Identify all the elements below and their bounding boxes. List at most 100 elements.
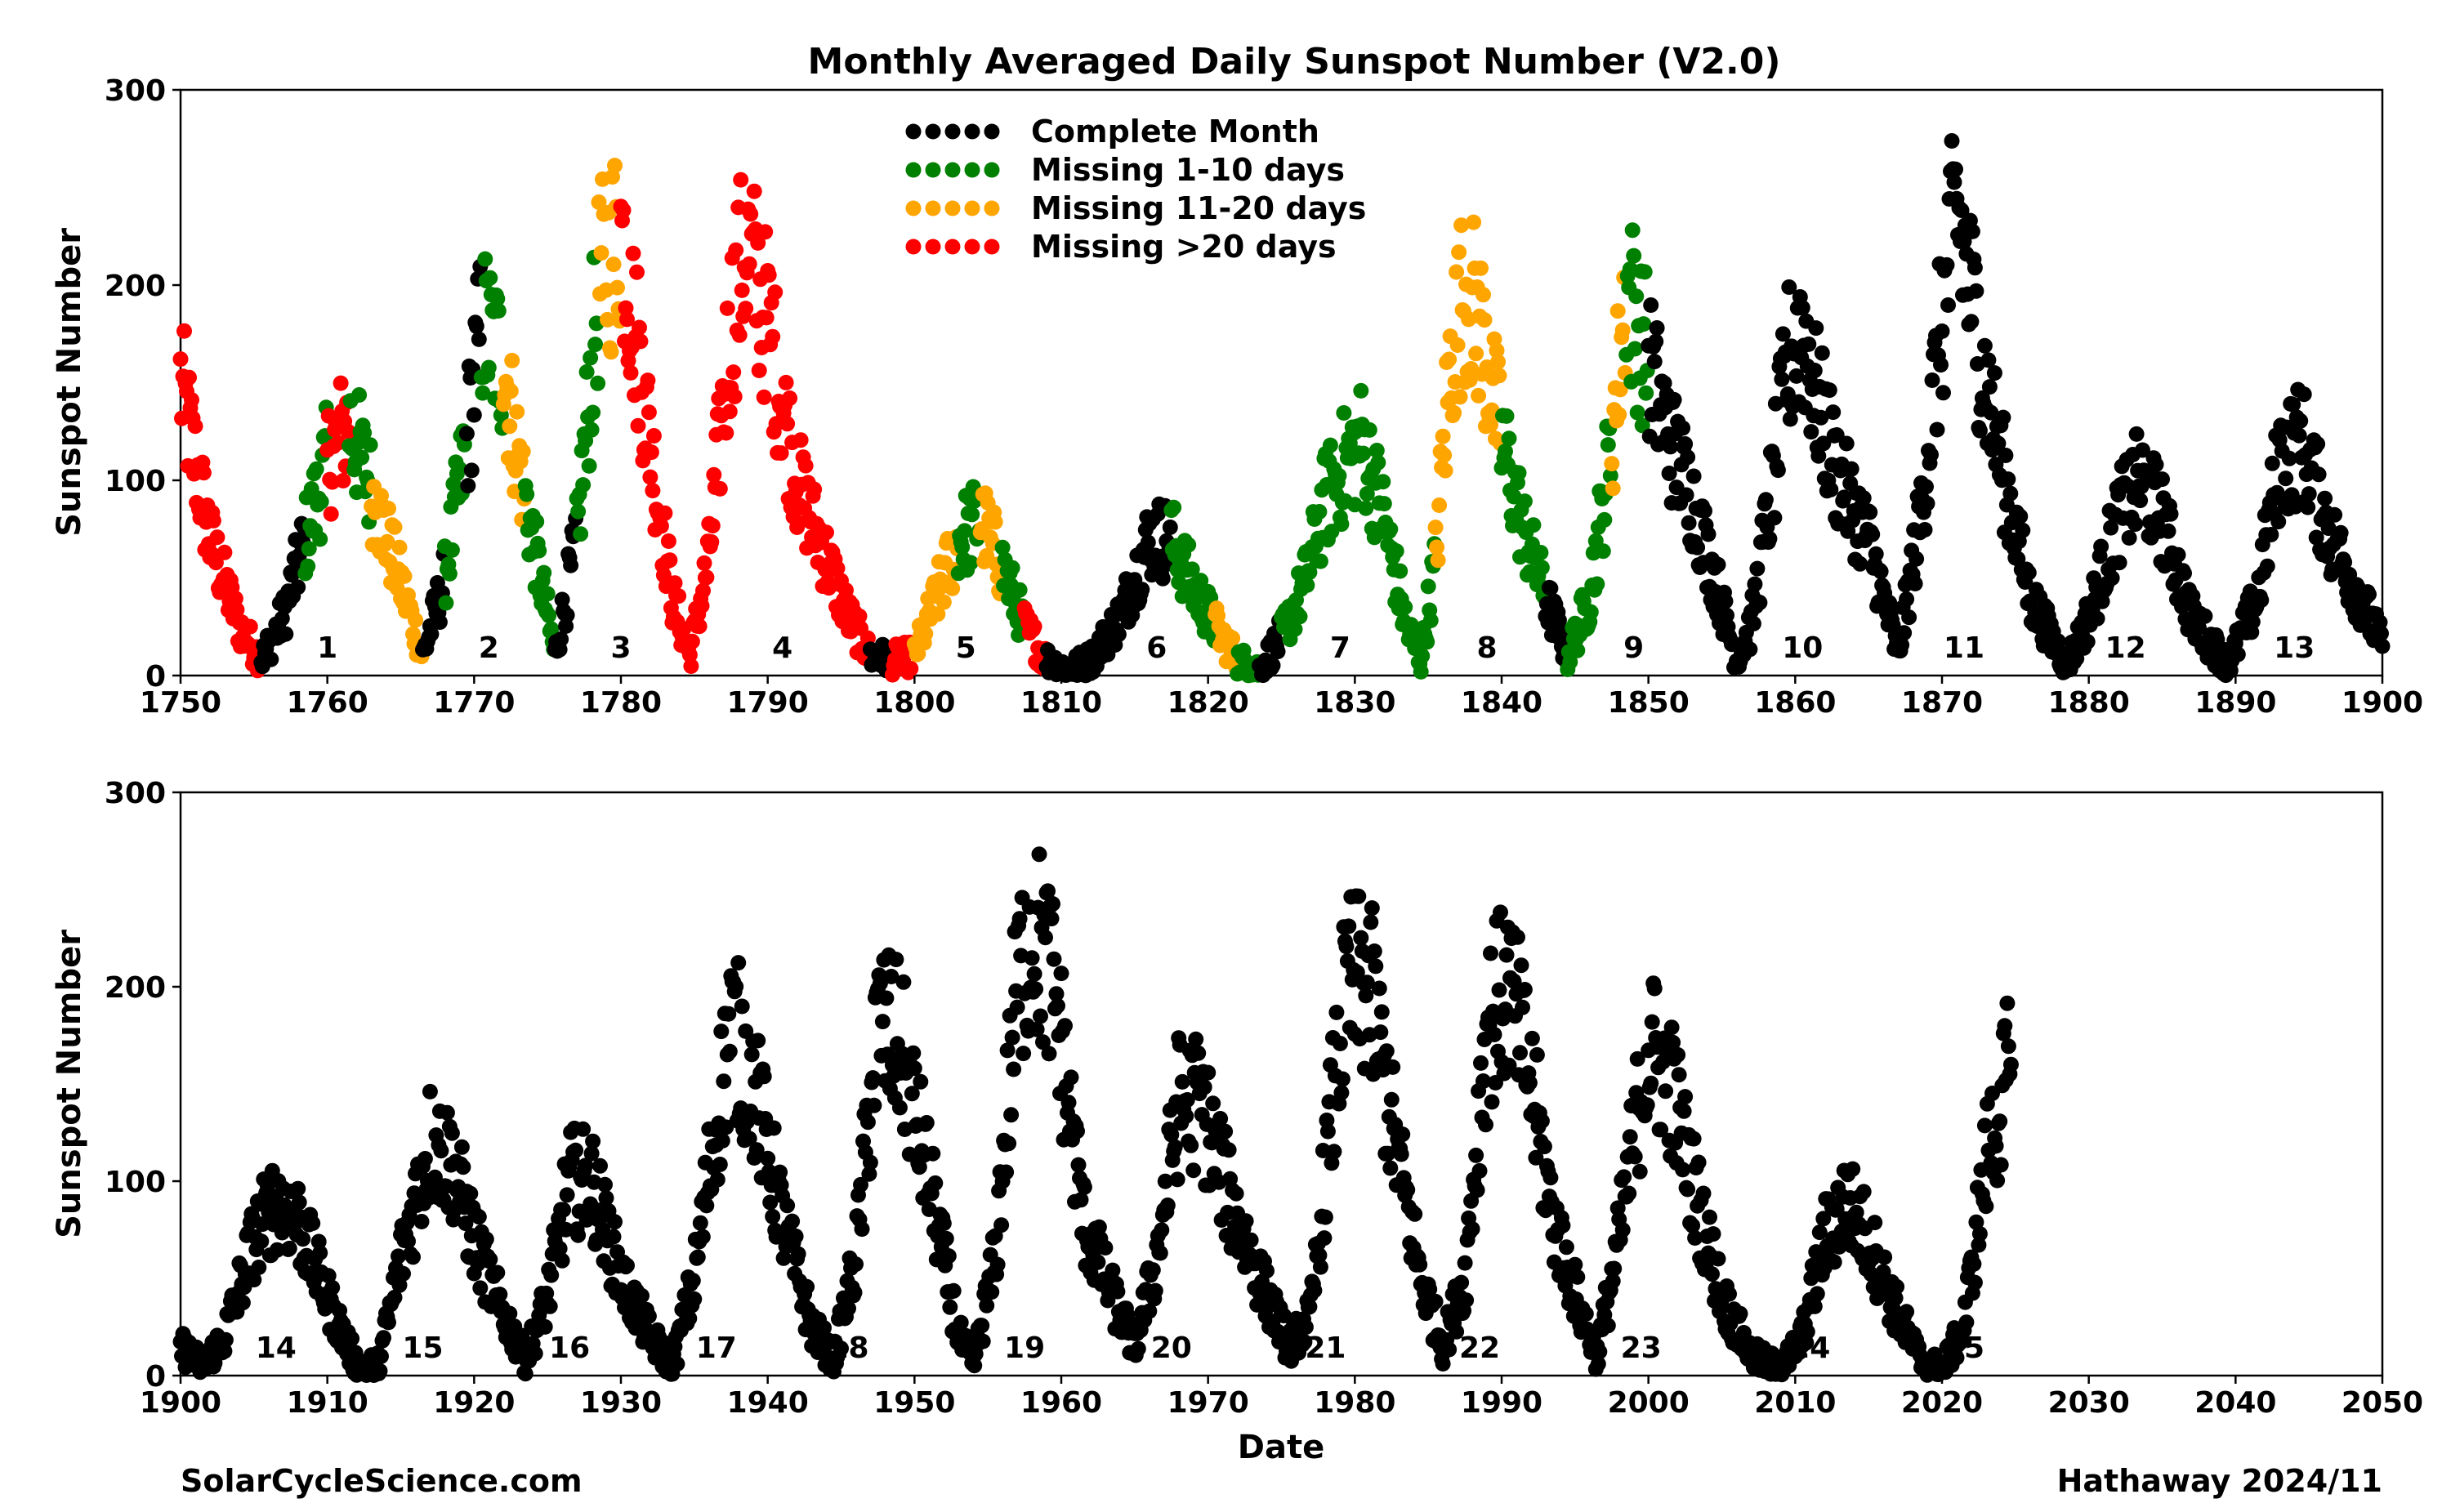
top-x-tick-label: 1800 (873, 686, 955, 720)
top-data-point (1813, 409, 1829, 426)
top-x-tick-label: 1780 (580, 686, 662, 720)
top-data-point (541, 607, 557, 623)
top-data-point (340, 423, 356, 439)
top-data-point (1901, 609, 1917, 626)
top-data-point (1998, 448, 2014, 463)
top-data-point (195, 465, 212, 481)
top-data-point (463, 462, 480, 479)
bottom-data-point (1512, 1045, 1528, 1061)
top-data-point (1476, 312, 1493, 328)
bottom-data-point (853, 1176, 868, 1193)
top-data-point (1757, 492, 1774, 508)
top-data-point (1990, 435, 2007, 452)
top-data-point (396, 568, 413, 584)
top-data-point (2127, 516, 2144, 533)
bottom-data-point (1997, 1018, 2013, 1034)
top-data-point (335, 473, 351, 488)
top-data-point (1638, 385, 1654, 401)
bottom-y-tick-label: 300 (105, 777, 166, 810)
top-data-point (1976, 337, 1993, 354)
top-data-point (1534, 560, 1550, 576)
bottom-data-point (816, 1320, 832, 1336)
top-cycle-label: 1 (317, 631, 337, 665)
top-data-point (1770, 462, 1786, 479)
bottom-data-point (765, 1208, 781, 1224)
top-data-point (1420, 578, 1436, 595)
top-cycle-label: 3 (610, 631, 631, 665)
top-data-point (1311, 504, 1328, 520)
legend-marker-missing-20-plus (905, 239, 922, 255)
top-data-point (1907, 576, 1923, 591)
top-data-point (1964, 223, 1980, 239)
top-data-point (1968, 283, 1984, 299)
top-data-point (684, 633, 700, 649)
top-data-point (468, 318, 484, 334)
bottom-data-point (1578, 1305, 1594, 1322)
bottom-x-tick-label: 2030 (2048, 1386, 2130, 1420)
bottom-data-point (1385, 1059, 1401, 1075)
bottom-data-point (1453, 1274, 1470, 1291)
bottom-data-point (743, 1046, 760, 1063)
bottom-data-point (712, 1157, 728, 1172)
top-data-point (1265, 658, 1281, 673)
bottom-data-point (1243, 1232, 1259, 1248)
bottom-data-point (269, 1242, 285, 1258)
top-data-point (2310, 466, 2327, 483)
top-data-point (657, 505, 673, 521)
top-data-point (1376, 496, 1392, 512)
top-data-point (1397, 599, 1413, 615)
bottom-data-point (1732, 1305, 1748, 1322)
legend-marker-missing-1-10 (964, 162, 980, 178)
top-data-point (903, 661, 919, 676)
top-data-point (356, 425, 373, 441)
bottom-data-point (874, 1014, 891, 1030)
top-cycle-label: 6 (1146, 631, 1167, 665)
top-x-tick-label: 1770 (433, 686, 515, 720)
top-y-tick-label: 0 (145, 660, 166, 694)
bottom-data-point (1178, 1108, 1194, 1124)
bottom-data-point (1643, 1075, 1659, 1091)
bottom-data-point (1222, 1171, 1239, 1187)
top-data-point (761, 267, 777, 283)
top-data-point (2373, 626, 2389, 641)
top-data-point (1953, 203, 1970, 218)
top-data-point (1473, 260, 1489, 276)
bottom-data-point (1006, 1061, 1022, 1077)
bottom-data-point (1024, 950, 1040, 966)
bottom-data-point (1029, 1021, 1045, 1037)
top-data-point (1779, 386, 1796, 402)
bottom-data-point (1542, 1170, 1559, 1186)
bottom-data-point (1228, 1185, 1244, 1202)
top-cycle-labels: 1 2 3 4 5 6 7 8 9 10 11 12 13 (317, 631, 2315, 665)
top-data-point (1663, 439, 1679, 455)
top-data-point (1453, 217, 1470, 234)
bottom-data-point (1183, 1137, 1199, 1153)
bottom-data-point (1371, 980, 1387, 997)
top-data-point (1666, 391, 1682, 408)
bottom-data-point (772, 1164, 788, 1180)
top-data-point (2020, 564, 2037, 581)
bottom-data-point (527, 1345, 543, 1362)
bottom-x-axis: 1900 1910 1920 1930 1940 1950 1960 1970 1980 1990… (140, 1376, 2423, 1420)
bottom-data-point (344, 1331, 360, 1347)
bottom-data-point (716, 1073, 732, 1090)
top-data-point (354, 449, 370, 466)
bottom-data-point (721, 1006, 737, 1022)
bottom-data-point (1395, 1126, 1411, 1143)
top-data-point (2079, 634, 2096, 650)
top-data-point (362, 437, 378, 453)
bottom-data-point (1710, 1251, 1726, 1267)
bottom-data-point (433, 1143, 449, 1159)
bottom-cycle-label: 25 (1944, 1331, 1984, 1365)
top-data-point (2301, 486, 2317, 502)
bottom-data-point (1486, 1027, 1502, 1042)
top-data-point (573, 526, 589, 542)
bottom-data-point (583, 1145, 600, 1162)
bottom-data-point (422, 1083, 438, 1099)
top-data-point (187, 418, 203, 435)
top-data-point (519, 486, 535, 502)
top-cycle-label: 4 (772, 631, 792, 665)
bottom-data-point (799, 1278, 815, 1295)
bottom-data-point (543, 1267, 560, 1283)
top-data-point (2278, 471, 2294, 487)
